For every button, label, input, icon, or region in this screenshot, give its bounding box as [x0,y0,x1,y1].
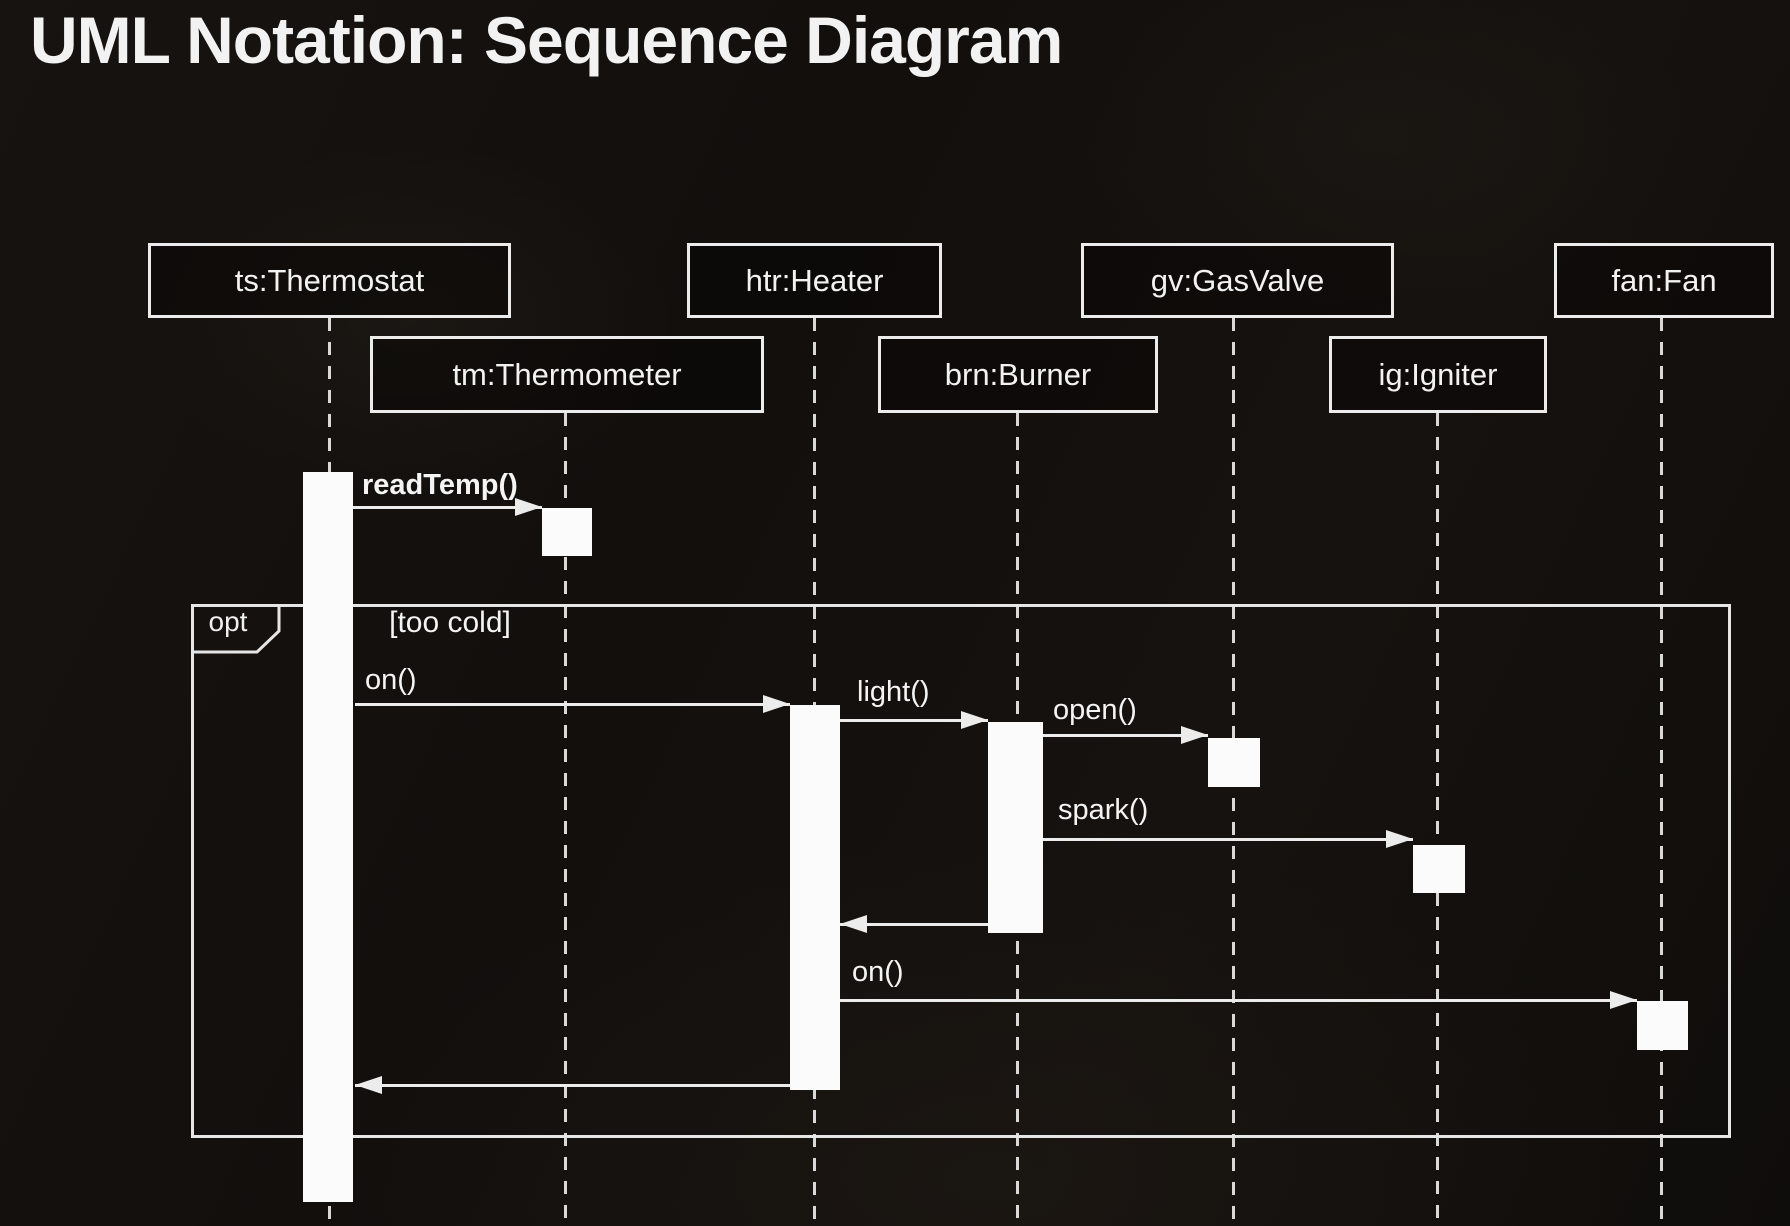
arrowhead-right-icon [1386,830,1413,848]
activation-tm [542,508,592,556]
arrowhead-left-icon [355,1076,382,1094]
actor-label-ig: ig:Igniter [1378,356,1498,392]
actor-label-fan: fan:Fan [1611,262,1717,298]
actor-box-fan: fan:Fan [1554,243,1774,318]
message-label-open: open() [1053,694,1137,726]
message-arrow-on-fan [840,991,1637,1009]
opt-operator-label: opt [208,606,248,637]
message-label-on-heater: on() [365,664,417,696]
message-arrow-light [840,711,988,729]
activation-brn [988,722,1043,933]
message-label-light: light() [857,676,930,708]
actor-box-tm: tm:Thermometer [370,336,764,413]
message-arrow-spark [1043,830,1413,848]
message-label-on-fan: on() [852,956,904,988]
opt-tab-pentagon-icon [191,604,281,654]
actor-box-gv: gv:GasValve [1081,243,1394,318]
lifeline-ig [1436,413,1439,1226]
actor-label-brn: brn:Burner [944,356,1092,392]
arrowhead-right-icon [515,498,542,516]
activation-ig [1413,845,1465,893]
actor-box-ts: ts:Thermostat [148,243,511,318]
opt-operator-tab: opt [191,604,281,654]
lifeline-tm [564,413,567,1226]
actor-box-htr: htr:Heater [687,243,942,318]
lifeline-fan [1660,318,1663,1226]
actor-box-ig: ig:Igniter [1329,336,1547,413]
opt-fragment-frame [191,604,1731,1138]
guard-label: [too cold] [389,606,511,639]
arrowhead-right-icon [1610,991,1637,1009]
arrowhead-right-icon [763,695,790,713]
message-arrow-on-heater [355,695,790,713]
actor-label-tm: tm:Thermometer [452,356,682,392]
message-label-readtemp: readTemp() [362,469,518,501]
actor-label-ts: ts:Thermostat [234,262,425,298]
activation-gv [1208,738,1260,787]
message-arrow-open [1043,726,1208,744]
arrowhead-right-icon [961,711,988,729]
arrowhead-right-icon [1181,726,1208,744]
message-arrow-return-heater-thermostat [355,1076,790,1094]
activation-ts [303,472,353,1202]
actor-box-brn: brn:Burner [878,336,1158,413]
page-title: UML Notation: Sequence Diagram [30,3,1063,77]
message-label-spark: spark() [1058,794,1149,826]
message-arrow-return-burner-heater [840,915,988,933]
message-arrow-readtemp [353,498,542,516]
activation-fan [1637,1001,1688,1050]
actor-label-htr: htr:Heater [745,262,884,298]
actor-label-gv: gv:GasValve [1150,262,1325,298]
activation-htr [790,705,840,1090]
arrowhead-left-icon [840,915,867,933]
